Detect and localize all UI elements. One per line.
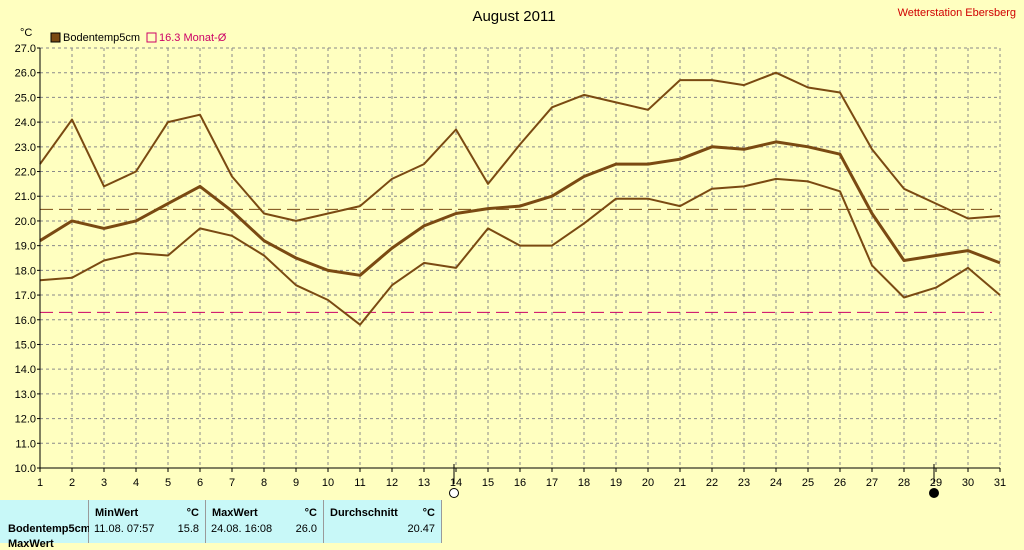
x-tick-label: 9	[293, 477, 299, 489]
x-tick-label: 5	[165, 477, 171, 489]
y-tick-label: 25.0	[15, 92, 36, 104]
x-tick-label: 18	[578, 477, 590, 489]
x-ticks: 1 2 3 4 5 6 7 8 9 10 11 12 13 14 15 16 17 18 19 20 21 22 23 24 2…	[37, 468, 1006, 489]
line-chart: August 2011 Wetterstation Ebersberg °C B…	[15, 7, 1016, 498]
x-tick-label: 19	[610, 477, 622, 489]
y-tick-label: 15.0	[15, 339, 36, 351]
x-tick-label: 29	[930, 477, 942, 489]
stats-min-panel: MinWert °C 11.08. 07:57 15.8	[89, 500, 206, 543]
x-tick-label: 8	[261, 477, 267, 489]
x-tick-label: 16	[514, 477, 526, 489]
y-tick-label: 10.0	[15, 463, 36, 475]
max-unit: °C	[304, 507, 317, 519]
min-value: 15.8	[177, 523, 199, 535]
x-tick-label: 20	[642, 477, 654, 489]
legend: Bodentemp5cm 16.3 Monat-Ø	[50, 32, 227, 44]
x-tick-label: 13	[418, 477, 430, 489]
y-tick-label: 16.0	[15, 315, 36, 327]
x-tick-label: 14	[450, 477, 462, 489]
y-tick-label: 20.0	[15, 216, 36, 228]
max-header: MaxWert	[212, 507, 258, 519]
grid	[39, 47, 1001, 469]
y-tick-label: 18.0	[15, 265, 36, 277]
y-tick-label: 24.0	[15, 117, 36, 129]
series-line-mean	[39, 140, 1001, 277]
x-tick-label: 31	[994, 477, 1006, 489]
new-moon-icon	[929, 488, 939, 498]
series-line-max	[39, 71, 1001, 222]
x-tick-label: 25	[802, 477, 814, 489]
x-tick-label: 12	[386, 477, 398, 489]
y-tick-label: 14.0	[15, 364, 36, 376]
y-tick-label: 27.0	[15, 43, 36, 55]
y-axis-unit: °C	[20, 27, 32, 39]
row-label: Bodentemp5cm	[8, 523, 91, 535]
min-time: 11.08. 07:57	[94, 523, 155, 535]
x-tick-label: 30	[962, 477, 974, 489]
x-tick-label: 1	[37, 477, 43, 489]
x-tick-label: 21	[674, 477, 686, 489]
x-tick-label: 23	[738, 477, 750, 489]
chart-title: August 2011	[472, 8, 555, 25]
min-header: MinWert	[95, 507, 139, 519]
stats-label-panel: Bodentemp5cm MaxWert	[0, 500, 91, 550]
y-tick-label: 22.0	[15, 167, 36, 179]
legend-label-bodentemp: Bodentemp5cm	[63, 32, 140, 44]
stats-footer: Bodentemp5cm MaxWert MinWert °C 11.08. 0…	[0, 500, 1024, 550]
legend-swatch-bodentemp	[50, 32, 61, 43]
x-tick-label: 4	[133, 477, 139, 489]
avg-unit: °C	[422, 507, 435, 519]
reference-lines	[40, 208, 992, 313]
y-tick-label: 12.0	[15, 414, 36, 426]
y-tick-label: 26.0	[15, 68, 36, 80]
series-line-min	[39, 177, 1001, 326]
y-tick-label: 21.0	[15, 191, 36, 203]
min-unit: °C	[186, 507, 199, 519]
row-label-2: MaxWert	[8, 538, 54, 550]
x-tick-label: 11	[354, 477, 365, 489]
x-tick-label: 2	[69, 477, 75, 489]
x-tick-label: 24	[770, 477, 782, 489]
y-tick-label: 13.0	[15, 389, 36, 401]
x-tick-label: 10	[322, 477, 334, 489]
y-ticks: 10.0 11.0 12.0 13.0 14.0 15.0 16.0 17.0 18.0 19.0…	[15, 43, 40, 475]
stats-avg-panel: Durchschnitt °C 20.47	[324, 500, 442, 543]
y-tick-label: 23.0	[15, 142, 36, 154]
avg-header: Durchschnitt	[330, 507, 398, 519]
x-tick-label: 3	[101, 477, 107, 489]
y-tick-label: 11.0	[15, 438, 36, 450]
x-tick-label: 7	[229, 477, 235, 489]
max-value: 26.0	[295, 523, 317, 535]
legend-swatch-monat	[146, 32, 157, 43]
stats-max-panel: MaxWert °C 24.08. 16:08 26.0	[206, 500, 324, 543]
series-group	[39, 71, 1001, 326]
x-tick-label: 15	[482, 477, 494, 489]
avg-value: 20.47	[407, 523, 435, 535]
x-tick-label: 26	[834, 477, 846, 489]
station-name: Wetterstation Ebersberg	[898, 7, 1016, 19]
x-tick-label: 27	[866, 477, 878, 489]
y-tick-label: 17.0	[15, 290, 36, 302]
moon-phases	[449, 464, 939, 498]
max-time: 24.08. 16:08	[211, 523, 273, 535]
x-tick-label: 28	[898, 477, 910, 489]
x-tick-label: 22	[706, 477, 718, 489]
y-tick-label: 19.0	[15, 241, 36, 253]
x-tick-label: 17	[546, 477, 558, 489]
x-tick-label: 6	[197, 477, 203, 489]
full-moon-icon	[449, 488, 459, 498]
legend-label-monat: 16.3 Monat-Ø	[159, 32, 227, 44]
